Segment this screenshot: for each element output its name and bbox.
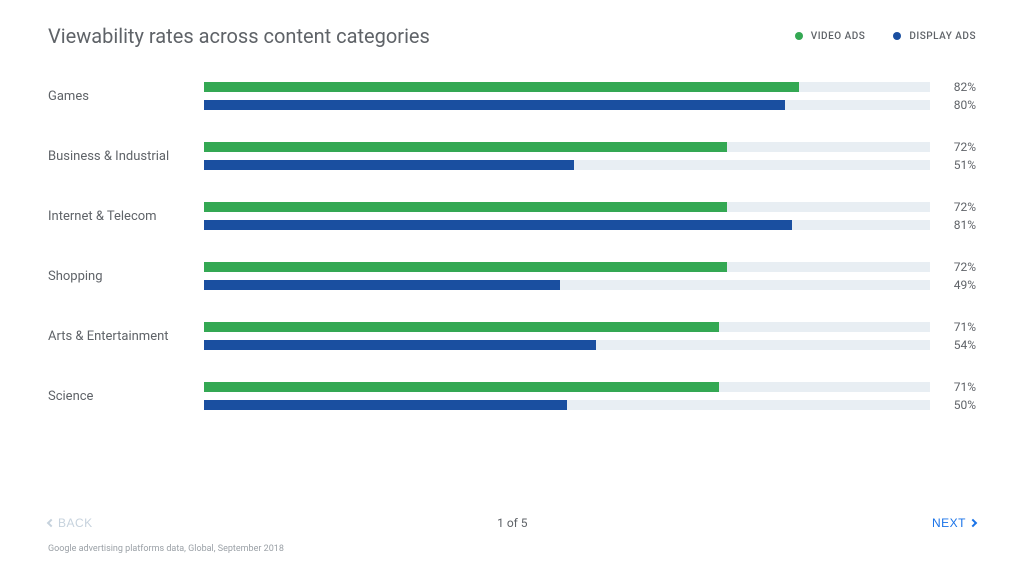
legend-item-display: DISPLAY ADS xyxy=(893,31,976,42)
bar-row-display: 51% xyxy=(204,158,976,172)
bar-fill-display xyxy=(204,280,560,290)
bar-row-display: 49% xyxy=(204,278,976,292)
category-label: Business & Industrial xyxy=(48,149,188,164)
bar-track xyxy=(204,100,930,110)
category-row: Arts & Entertainment71%54% xyxy=(48,320,976,352)
legend-item-video: VIDEO ADS xyxy=(795,31,866,42)
next-label: NEXT xyxy=(932,516,966,530)
bar-row-display: 54% xyxy=(204,338,976,352)
bars-container: 71%50% xyxy=(204,380,976,412)
bar-track xyxy=(204,322,930,332)
bar-fill-video xyxy=(204,142,727,152)
bar-value-video: 72% xyxy=(942,260,976,274)
bar-value-video: 72% xyxy=(942,140,976,154)
bar-track xyxy=(204,382,930,392)
bar-track xyxy=(204,160,930,170)
next-button[interactable]: NEXT xyxy=(932,516,976,530)
legend-dot-display xyxy=(893,32,901,40)
category-label: Games xyxy=(48,89,188,104)
chart-title: Viewability rates across content categor… xyxy=(48,24,430,48)
bar-track xyxy=(204,280,930,290)
bar-fill-video xyxy=(204,202,727,212)
bar-row-video: 72% xyxy=(204,200,976,214)
bar-row-display: 80% xyxy=(204,98,976,112)
bar-value-display: 50% xyxy=(942,398,976,412)
chevron-right-icon xyxy=(969,519,977,527)
category-label: Arts & Entertainment xyxy=(48,329,188,344)
bar-value-display: 80% xyxy=(942,98,976,112)
legend-label-display: DISPLAY ADS xyxy=(909,31,976,42)
category-label: Shopping xyxy=(48,269,188,284)
category-row: Science71%50% xyxy=(48,380,976,412)
bar-value-display: 51% xyxy=(942,158,976,172)
back-label: BACK xyxy=(58,516,93,530)
bar-value-display: 54% xyxy=(942,338,976,352)
bar-fill-video xyxy=(204,82,799,92)
back-button[interactable]: BACK xyxy=(48,516,93,530)
category-row: Internet & Telecom72%81% xyxy=(48,200,976,232)
bars-container: 82%80% xyxy=(204,80,976,112)
bar-row-video: 71% xyxy=(204,380,976,394)
bar-fill-display xyxy=(204,100,785,110)
category-row: Business & Industrial72%51% xyxy=(48,140,976,172)
bars-container: 72%49% xyxy=(204,260,976,292)
source-text: Google advertising platforms data, Globa… xyxy=(48,544,976,554)
bar-track xyxy=(204,220,930,230)
chart: Games82%80%Business & Industrial72%51%In… xyxy=(48,80,976,412)
bar-row-video: 82% xyxy=(204,80,976,94)
bar-value-video: 82% xyxy=(942,80,976,94)
category-row: Shopping72%49% xyxy=(48,260,976,292)
bar-track xyxy=(204,202,930,212)
bar-track xyxy=(204,82,930,92)
bar-row-display: 81% xyxy=(204,218,976,232)
bar-track xyxy=(204,142,930,152)
bar-fill-display xyxy=(204,220,792,230)
category-label: Internet & Telecom xyxy=(48,209,188,224)
bars-container: 72%81% xyxy=(204,200,976,232)
bar-row-video: 71% xyxy=(204,320,976,334)
bar-row-display: 50% xyxy=(204,398,976,412)
bar-value-display: 49% xyxy=(942,278,976,292)
page-indicator: 1 of 5 xyxy=(497,516,527,530)
bar-value-video: 72% xyxy=(942,200,976,214)
legend-dot-video xyxy=(795,32,803,40)
bar-value-display: 81% xyxy=(942,218,976,232)
bars-container: 71%54% xyxy=(204,320,976,352)
bar-value-video: 71% xyxy=(942,380,976,394)
category-row: Games82%80% xyxy=(48,80,976,112)
bar-track xyxy=(204,262,930,272)
legend-label-video: VIDEO ADS xyxy=(811,31,866,42)
bar-fill-video xyxy=(204,382,719,392)
bar-fill-display xyxy=(204,340,596,350)
bar-fill-display xyxy=(204,160,574,170)
bar-fill-display xyxy=(204,400,567,410)
bar-row-video: 72% xyxy=(204,140,976,154)
legend: VIDEO ADS DISPLAY ADS xyxy=(795,31,976,42)
pagination: BACK 1 of 5 NEXT xyxy=(48,516,976,530)
category-label: Science xyxy=(48,389,188,404)
footer: BACK 1 of 5 NEXT Google advertising plat… xyxy=(48,516,976,554)
bar-track xyxy=(204,340,930,350)
bar-value-video: 71% xyxy=(942,320,976,334)
chevron-left-icon xyxy=(47,519,55,527)
bar-track xyxy=(204,400,930,410)
bar-row-video: 72% xyxy=(204,260,976,274)
chart-header: Viewability rates across content categor… xyxy=(48,24,976,48)
bars-container: 72%51% xyxy=(204,140,976,172)
bar-fill-video xyxy=(204,262,727,272)
bar-fill-video xyxy=(204,322,719,332)
